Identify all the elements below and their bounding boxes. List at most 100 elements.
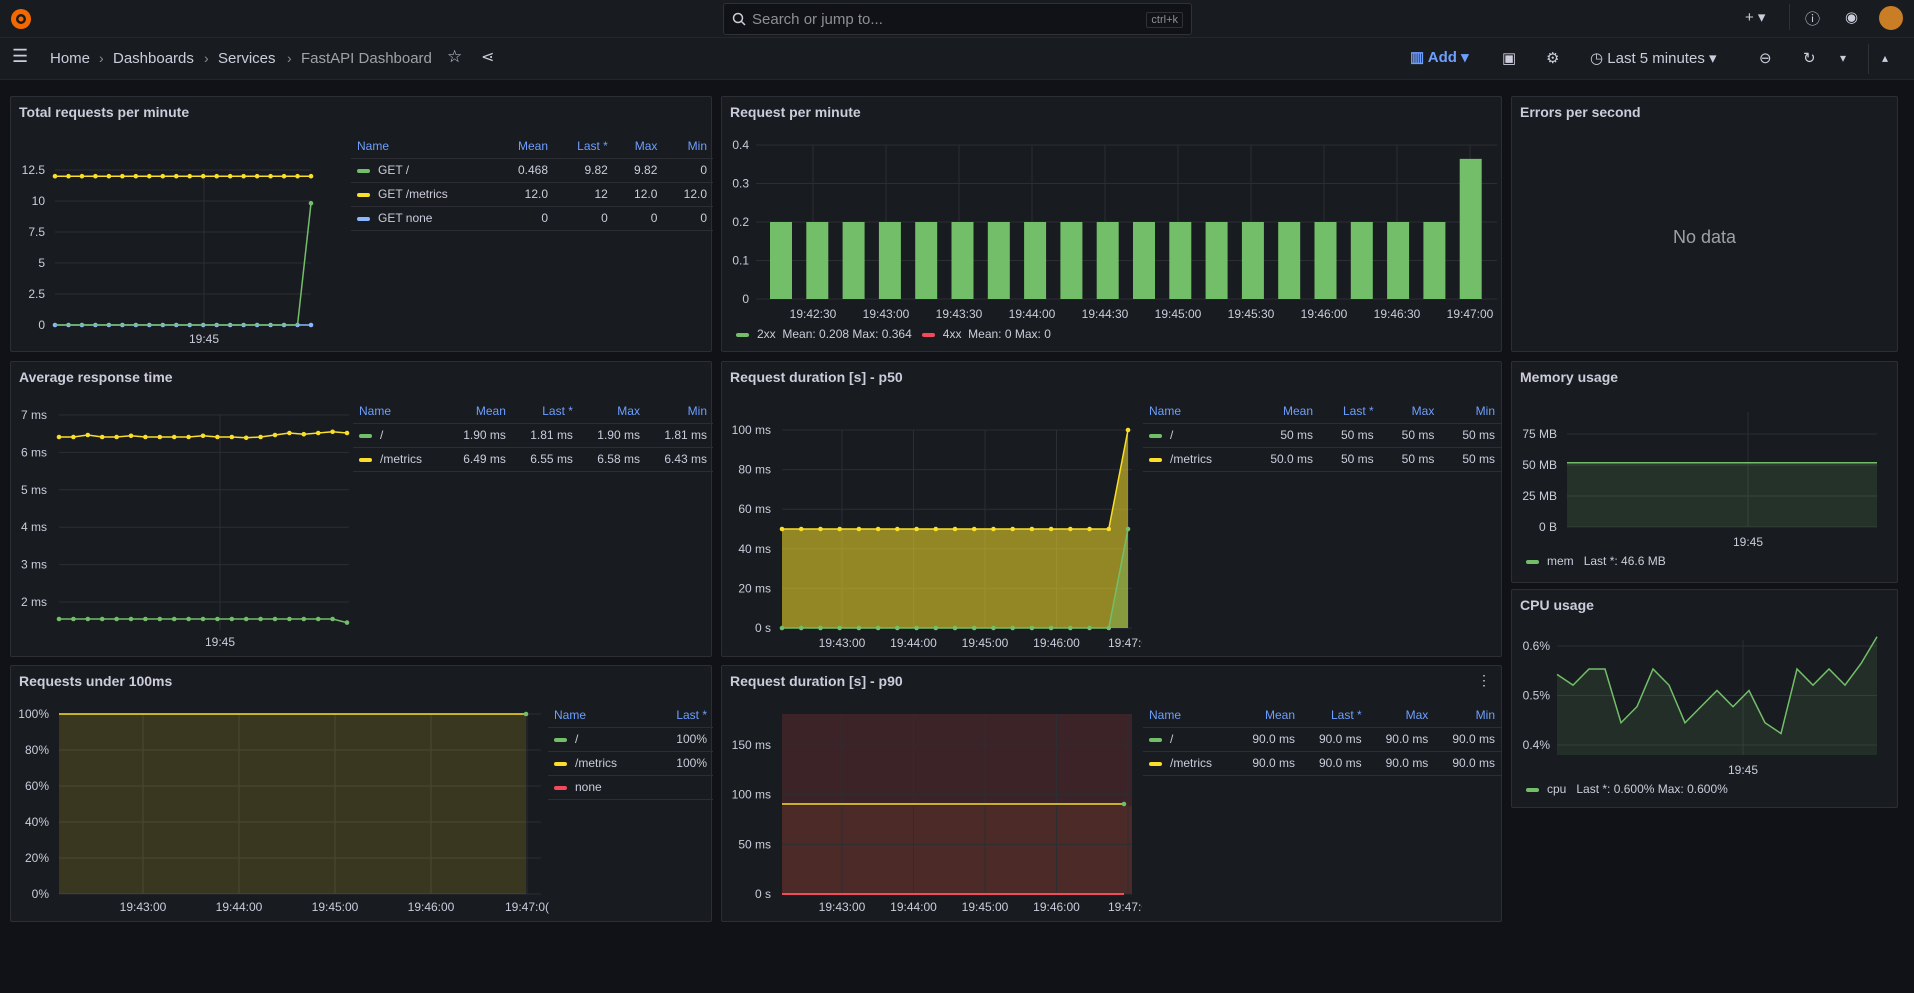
legend-row[interactable]: /1.90 ms 1.81 ms 1.90 ms 1.81 ms	[353, 423, 713, 448]
legend-row[interactable]: /metrics 90.0 ms 90.0 ms 90.0 ms 90.0 ms	[1143, 751, 1501, 776]
request-per-minute-chart[interactable]: 0.4 0.3 0.2 0.1 0 19:42:30 19:43:00 19:43:30 19:…	[722, 97, 1503, 327]
settings-gear-icon[interactable]: ⚙	[1546, 50, 1560, 67]
p50-chart[interactable]: 100 ms 80 ms 60 ms 40 ms 20 ms 0 s 19:43:00 19:…	[722, 362, 1142, 658]
panel-cpu-usage[interactable]: CPU usage 0.6% 0.5% 0.4% 19:45 cpu Last *:…	[1511, 589, 1898, 808]
add-button[interactable]: ▥ Add ▾	[1410, 49, 1469, 66]
legend-row[interactable]: none	[548, 775, 713, 800]
p90-chart[interactable]: 150 ms 100 ms 50 ms 0 s 19:43:00 19:44:00 19:4…	[722, 666, 1142, 923]
legend-value-mean: 12.0	[495, 182, 554, 207]
average-response-chart[interactable]: 7 ms 6 ms 5 ms 4 ms 3 ms 2 ms 19:45	[11, 362, 356, 658]
panel-request-duration-p90[interactable]: Request duration [s] - p90 ⋮ 150 ms 100 m…	[721, 665, 1502, 922]
panel-average-response-time[interactable]: Average response time 7 ms 6 ms 5 ms 4 ms 3 …	[10, 361, 713, 658]
refresh-interval-chevron-icon[interactable]: ▾	[1840, 51, 1847, 65]
legend-header[interactable]: Name	[351, 134, 496, 159]
panel-request-duration-p50[interactable]: Request duration [s] - p50 100 ms 80 ms 60…	[721, 361, 1502, 657]
data-point	[215, 616, 220, 622]
legend-swatch	[1149, 737, 1162, 742]
y-tick-label: 0.3	[732, 177, 749, 191]
legend-header[interactable]: Mean	[1234, 703, 1302, 728]
legend-header[interactable]: Min	[645, 399, 713, 424]
legend-header[interactable]: Last *	[1319, 399, 1380, 424]
y-tick-label: 100%	[18, 707, 49, 721]
legend-value-last: 100%	[653, 751, 713, 776]
divider	[1789, 4, 1790, 30]
memory-chart[interactable]: 75 MB 50 MB 25 MB 0 B 19:45	[1512, 362, 1899, 557]
legend-row[interactable]: GET none 0 0 0 0	[351, 206, 713, 231]
x-tick-label: 19:44:00	[890, 636, 937, 650]
legend-row[interactable]: /90.0 ms 90.0 ms 90.0 ms 90.0 ms	[1143, 727, 1501, 752]
legend-header[interactable]: Min	[1434, 703, 1501, 728]
bar	[1350, 222, 1373, 299]
data-point	[991, 625, 996, 631]
cpu-chart[interactable]: 0.6% 0.5% 0.4% 19:45	[1512, 590, 1899, 780]
breadcrumb-current: FastAPI Dashboard	[301, 50, 432, 67]
legend-header[interactable]: Last *	[511, 399, 579, 424]
legend-header[interactable]: Name	[548, 703, 654, 728]
legend-header[interactable]: Mean	[1244, 399, 1320, 424]
menu-hamburger-icon[interactable]: ☰	[12, 46, 29, 66]
search-input[interactable]: Search or jump to... ctrl+k	[723, 3, 1192, 35]
data-point	[1125, 427, 1131, 433]
data-point	[1029, 526, 1035, 532]
breadcrumb-services[interactable]: Services	[218, 50, 276, 67]
share-icon[interactable]: ⋖	[481, 49, 495, 66]
y-tick-label: 0%	[32, 887, 50, 901]
legend-series-name: /	[1143, 727, 1235, 752]
x-tick-label: 19:45	[189, 332, 219, 346]
legend-row[interactable]: /100%	[548, 727, 713, 752]
zoom-out-icon[interactable]: ⊖	[1759, 50, 1772, 67]
total-requests-chart[interactable]: 12.5 10 7.5 5 2.5 0 19:45	[11, 97, 351, 353]
legend-row[interactable]: GET /0.468 9.82 9.82 0	[351, 158, 713, 183]
legend-header[interactable]: Last *	[1301, 703, 1368, 728]
legend-value-min: 12.0	[663, 182, 713, 207]
user-avatar[interactable]	[1879, 6, 1903, 30]
data-point	[157, 616, 163, 622]
news-rss-icon[interactable]: ◉	[1845, 9, 1859, 26]
y-tick-label: 50 MB	[1522, 458, 1557, 472]
panel-requests-under-100ms[interactable]: Requests under 100ms 100% 80% 60% 40% 20% 0% 1…	[10, 665, 713, 923]
legend-row[interactable]: /metrics 50.0 ms 50 ms 50 ms 50 ms	[1143, 447, 1501, 472]
new-plus-icon[interactable]: + ▾	[1745, 9, 1766, 26]
legend-header[interactable]: Min	[1440, 399, 1501, 424]
legend-row[interactable]: /metrics 100%	[548, 751, 713, 776]
breadcrumb-dashboards[interactable]: Dashboards	[113, 50, 194, 67]
legend-header[interactable]: Mean	[444, 399, 512, 424]
legend-row[interactable]: /50 ms 50 ms 50 ms 50 ms	[1143, 423, 1501, 448]
legend-header[interactable]: Max	[1367, 703, 1435, 728]
legend-value-min: 90.0 ms	[1434, 751, 1501, 776]
under-100ms-chart[interactable]: 100% 80% 60% 40% 20% 0% 19:43:00 19:44:00 19:45:…	[11, 666, 551, 923]
legend-header[interactable]: Name	[1143, 703, 1235, 728]
x-tick-label: 19:46:00	[1301, 307, 1348, 321]
bar	[1278, 222, 1301, 299]
legend-value-last: 12	[554, 182, 614, 207]
grafana-logo-icon[interactable]	[9, 7, 33, 31]
save-icon[interactable]: ▣	[1502, 50, 1517, 67]
legend-header[interactable]: Max	[578, 399, 646, 424]
legend-header[interactable]: Max	[613, 134, 664, 159]
legend-value-max: 1.90 ms	[578, 423, 646, 448]
legend-header[interactable]: Last *	[653, 703, 713, 728]
time-range-picker[interactable]: ◷ Last 5 minutes ▾	[1590, 50, 1717, 67]
bar	[770, 222, 792, 299]
legend-row[interactable]: GET /metrics 12.0 12 12.0 12.0	[351, 182, 713, 207]
x-tick-label: 19:43:00	[819, 636, 866, 650]
panel-total-requests[interactable]: Total requests per minute 12.5 10 7.5 5 2.5 0…	[10, 96, 713, 353]
legend-header[interactable]: Name	[1143, 399, 1245, 424]
breadcrumb-home[interactable]: Home	[50, 50, 91, 67]
legend-row[interactable]: /metrics 6.49 ms 6.55 ms 6.58 ms 6.43 ms	[353, 447, 713, 472]
data-point	[56, 616, 62, 622]
panel-memory-usage[interactable]: Memory usage 75 MB 50 MB 25 MB 0 B 19:45 me…	[1511, 361, 1898, 583]
refresh-icon[interactable]: ↻	[1803, 50, 1816, 67]
star-icon[interactable]: ☆	[447, 47, 463, 66]
panel-request-per-minute[interactable]: Request per minute 0.4 0.3 0.2 0.1 0 19:42:30…	[721, 96, 1502, 352]
legend-header[interactable]: Min	[663, 134, 713, 159]
legend-header[interactable]: Name	[353, 399, 445, 424]
panel-errors-per-second[interactable]: Errors per second No data	[1511, 96, 1898, 352]
legend-header[interactable]: Mean	[495, 134, 554, 159]
panel-menu-kebab-icon[interactable]: ⋮	[1477, 672, 1491, 688]
data-point	[875, 625, 881, 631]
help-icon[interactable]: ⓘ	[1805, 11, 1821, 28]
legend-header[interactable]: Last *	[554, 134, 614, 159]
collapse-chevron-up-icon[interactable]: ▴	[1882, 51, 1889, 65]
legend-header[interactable]: Max	[1379, 399, 1441, 424]
